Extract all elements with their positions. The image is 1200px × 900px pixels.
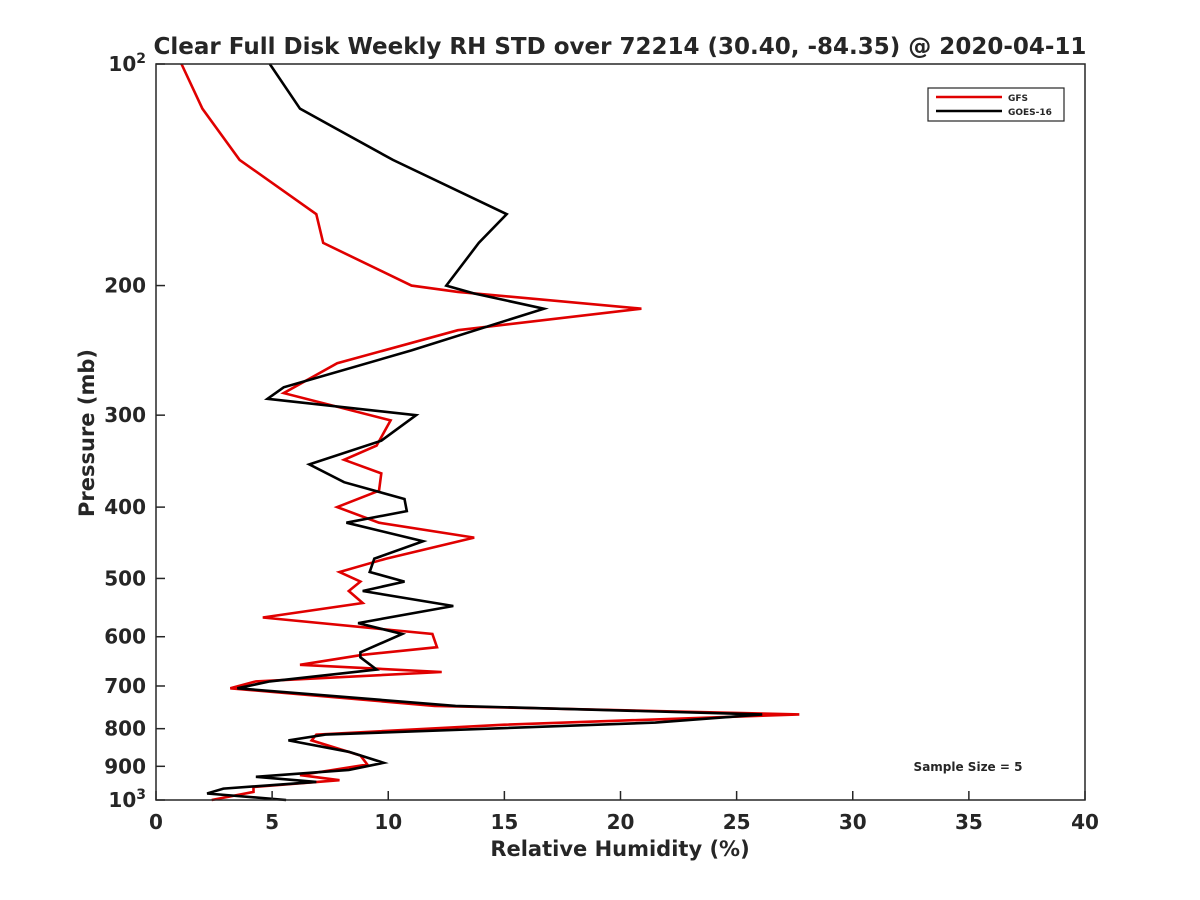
x-tick-label: 25 bbox=[723, 810, 751, 834]
y-tick-label: 900 bbox=[104, 754, 146, 778]
legend-label-goes-16: GOES-16 bbox=[1008, 108, 1052, 118]
axes-frame bbox=[155, 63, 1086, 801]
y-tick-label: 800 bbox=[104, 717, 146, 741]
legend-box bbox=[927, 87, 1065, 122]
legend: GFS GOES-16 bbox=[927, 87, 1065, 122]
series-line-goes-16 bbox=[206, 63, 763, 802]
sample-size-annotation: Sample Size = 5 bbox=[914, 760, 1023, 774]
y-tick-label: 103 bbox=[108, 787, 146, 812]
x-tick-label: 20 bbox=[607, 810, 635, 834]
x-tick-label: 40 bbox=[1071, 810, 1099, 834]
x-tick-label: 5 bbox=[265, 810, 279, 834]
y-tick-label: 700 bbox=[104, 674, 146, 698]
x-tick-label: 35 bbox=[955, 810, 983, 834]
x-tick-label: 15 bbox=[490, 810, 518, 834]
x-tick-label: 0 bbox=[149, 810, 163, 834]
x-axis-label: Relative Humidity (%) bbox=[490, 837, 749, 861]
y-tick-label: 200 bbox=[104, 274, 146, 298]
y-axis-label: Pressure (mb) bbox=[75, 349, 99, 517]
x-axis-ticks: 0 5 10 15 20 25 30 35 40 bbox=[149, 791, 1099, 834]
legend-label-gfs: GFS bbox=[1008, 94, 1028, 104]
y-tick-label: 600 bbox=[104, 625, 146, 649]
y-tick-label: 102 bbox=[108, 51, 146, 76]
y-tick-label: 500 bbox=[104, 566, 146, 590]
x-tick-label: 10 bbox=[374, 810, 402, 834]
y-tick-label: 400 bbox=[104, 495, 146, 519]
y-tick-label: 300 bbox=[104, 403, 146, 427]
y-axis-ticks: 102 200 300 400 500 600 700 800 900 103 bbox=[104, 51, 165, 812]
series-line-gfs bbox=[180, 63, 800, 802]
plot-lines bbox=[180, 63, 800, 802]
x-tick-label: 30 bbox=[839, 810, 867, 834]
chart-title: Clear Full Disk Weekly RH STD over 72214… bbox=[154, 34, 1087, 60]
